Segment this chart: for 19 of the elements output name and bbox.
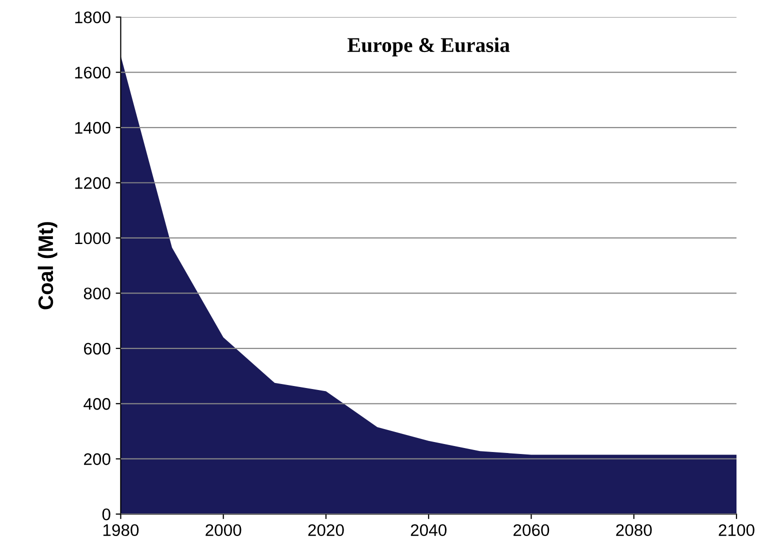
y-tick-label: 1800 — [75, 11, 110, 24]
x-tick-label: 2000 — [206, 524, 242, 536]
x-tick-label: 2100 — [718, 524, 754, 536]
y-tick-label: 1600 — [75, 66, 110, 79]
y-tick-label: 600 — [84, 342, 110, 355]
y-tick-label: 1200 — [75, 177, 110, 189]
y-tick-label: 1400 — [75, 122, 110, 134]
x-tick-label: 2040 — [410, 524, 446, 536]
y-tick-label: 200 — [84, 453, 110, 466]
y-tick-label: 800 — [84, 288, 110, 300]
x-tick-label: 2060 — [514, 524, 550, 536]
x-tick-label: 2080 — [616, 524, 652, 536]
y-axis-title: Coal (Mt) — [38, 222, 58, 310]
text: Europe & Eurasia — [348, 37, 510, 56]
x-tick-label: 1980 — [103, 524, 139, 536]
y-tick-label: 1000 — [75, 232, 110, 244]
x-tick-label: 2020 — [308, 524, 344, 536]
y-tick-label: 0 — [102, 508, 110, 520]
y-tick-label: 400 — [84, 398, 110, 410]
